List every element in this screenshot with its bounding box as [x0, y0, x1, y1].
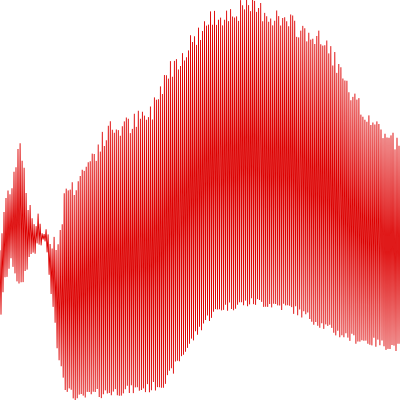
chart-svg — [0, 0, 400, 400]
series-line-group — [0, 0, 400, 400]
series-line — [0, 0, 400, 400]
chart — [0, 0, 400, 400]
